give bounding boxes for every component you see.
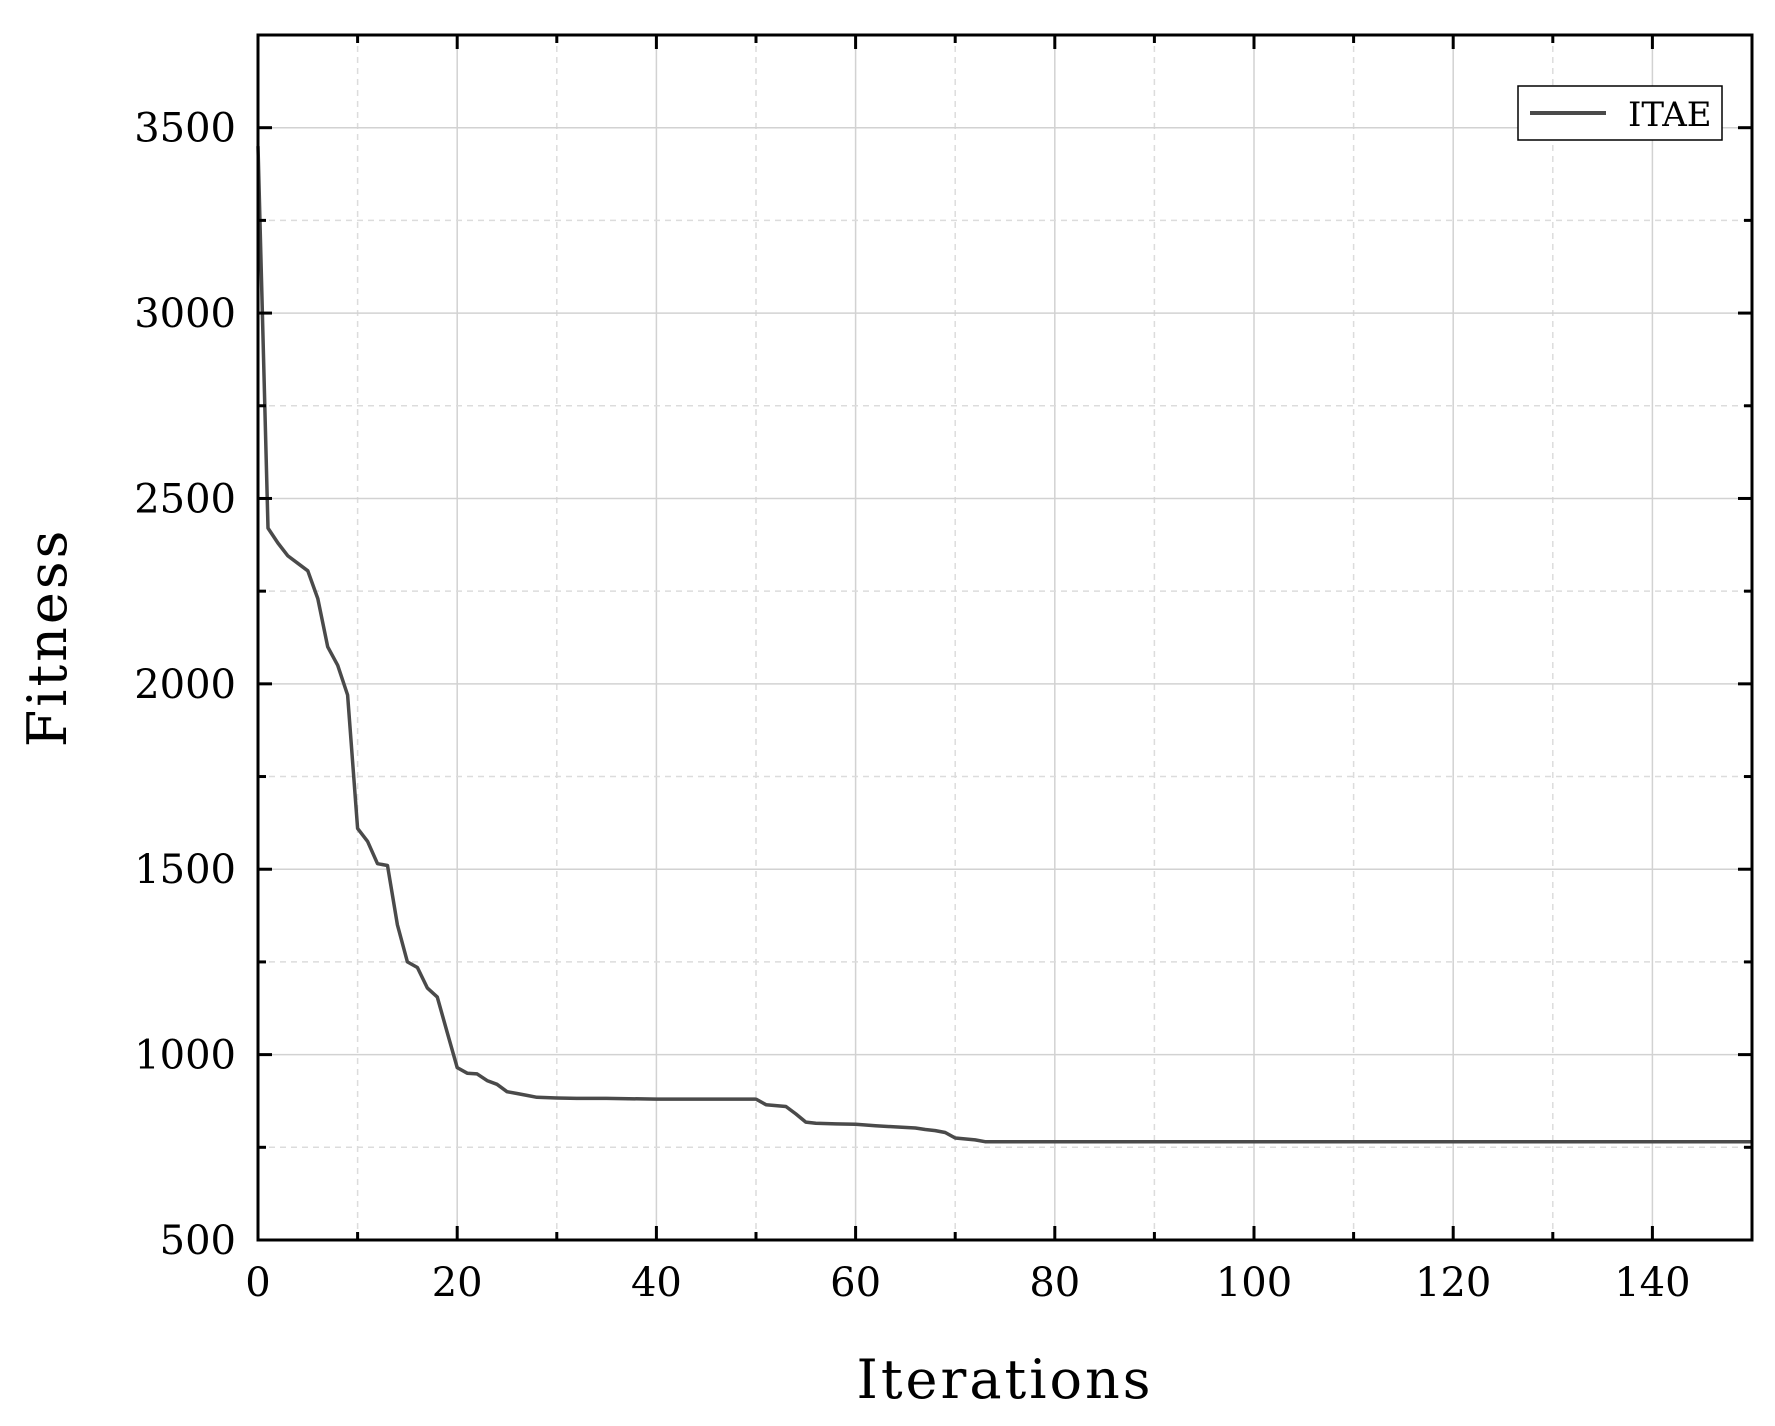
y-tick-label: 1500 [134,847,236,893]
y-tick-label: 500 [160,1218,236,1264]
x-tick-label: 100 [1216,1260,1292,1306]
x-tick-label: 140 [1614,1260,1690,1306]
y-tick-label: 3500 [134,106,236,152]
x-tick-label: 80 [1029,1260,1080,1306]
legend: ITAE [1517,85,1723,141]
x-tick-label: 60 [830,1260,881,1306]
y-tick-label: 2000 [134,662,236,708]
series-line-itae [256,146,1752,1144]
x-tick-label: 40 [631,1260,682,1306]
legend-label-itae: ITAE [1628,95,1712,135]
grid [258,35,1752,1240]
x-tick-label: 120 [1415,1260,1491,1306]
plot-frame [256,33,1754,1242]
ticks [256,33,1754,1242]
x-tick-label: 0 [245,1260,270,1306]
y-tick-label: 1000 [134,1033,236,1079]
y-axis-title: Fitness [16,528,79,748]
x-tick-label: 20 [432,1260,483,1306]
y-tick-label: 2500 [134,476,236,522]
legend-box [1517,85,1723,141]
series-layer [256,146,1752,1144]
x-axis-title: Iterations [857,1348,1154,1411]
tick-labels: 0 20 40 60 80 100 120 140 500 1000 1500 2000 2500 300… [134,106,1690,1306]
y-tick-label: 3000 [134,291,236,337]
